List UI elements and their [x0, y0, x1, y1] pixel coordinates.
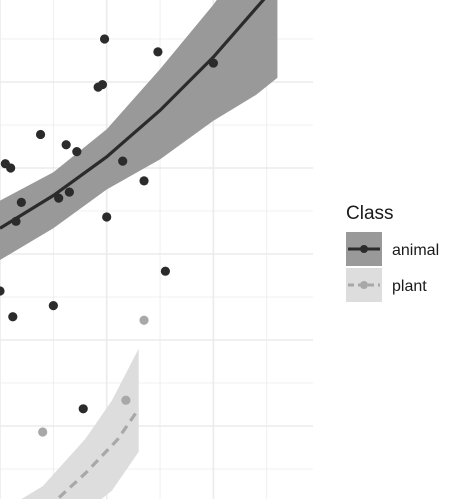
data-points	[0, 34, 218, 437]
confidence-band-plant	[21, 348, 139, 499]
data-point-animal	[61, 140, 71, 150]
data-point-animal	[160, 266, 170, 276]
data-point-animal	[64, 187, 74, 197]
fit-line-animal	[0, 0, 266, 230]
data-point-animal	[0, 286, 5, 296]
data-point-animal	[11, 216, 21, 226]
data-point-animal	[78, 404, 88, 414]
legend-item-animal[interactable]: animal	[346, 232, 439, 266]
data-point-plant	[121, 395, 131, 405]
legend-key-point-plant	[360, 281, 368, 289]
legend: Class animal plant	[346, 203, 439, 302]
data-point-animal	[54, 193, 64, 203]
data-point-animal	[139, 176, 149, 186]
data-point-animal	[153, 47, 163, 57]
data-point-animal	[72, 147, 82, 157]
legend-title: Class	[346, 203, 394, 224]
data-point-animal	[208, 58, 218, 68]
legend-key-point-animal	[360, 245, 368, 253]
data-point-animal	[48, 301, 58, 311]
data-point-animal	[93, 82, 103, 92]
data-point-plant	[139, 315, 149, 325]
data-point-animal	[8, 312, 18, 322]
data-point-animal	[35, 129, 46, 140]
data-point-animal	[16, 197, 26, 207]
data-point-animal	[118, 156, 128, 166]
data-point-animal	[102, 212, 112, 222]
legend-label-plant: plant	[392, 278, 427, 295]
data-point-animal	[99, 34, 110, 44]
data-point-plant	[38, 427, 48, 437]
data-point-animal	[6, 163, 16, 173]
legend-item-plant[interactable]: plant	[346, 268, 427, 302]
fit-lines	[0, 0, 266, 499]
legend-label-animal: animal	[392, 242, 439, 259]
